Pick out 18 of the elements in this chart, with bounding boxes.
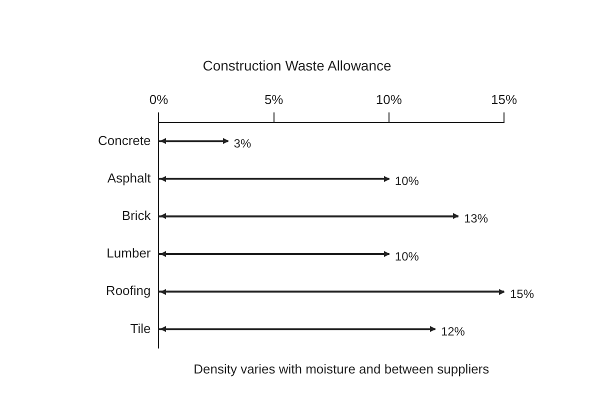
data-label: 13%: [464, 212, 488, 226]
y-tick-label: Lumber: [106, 246, 152, 261]
x-tick-label: 5%: [264, 92, 284, 108]
y-tick-label: Roofing: [106, 283, 151, 298]
chart-title: Construction Waste Allowance: [202, 57, 392, 74]
data-label: 12%: [440, 324, 466, 339]
data-label: 10%: [394, 249, 420, 264]
y-tick-label: Concrete: [98, 132, 151, 148]
x-tick-label: 15%: [490, 92, 518, 108]
data-label: 15%: [510, 286, 534, 301]
x-tick-label: 10%: [376, 92, 402, 108]
data-label: 10%: [394, 174, 420, 188]
y-tick-label: Tile: [130, 320, 151, 336]
text: Density varies with moisture and between suppliers: [194, 362, 490, 377]
y-tick-label: Asphalt: [107, 170, 152, 186]
x-tick-label: 0%: [149, 92, 169, 108]
y-tick-label: Brick: [122, 208, 152, 223]
data-label: 3%: [234, 136, 252, 151]
